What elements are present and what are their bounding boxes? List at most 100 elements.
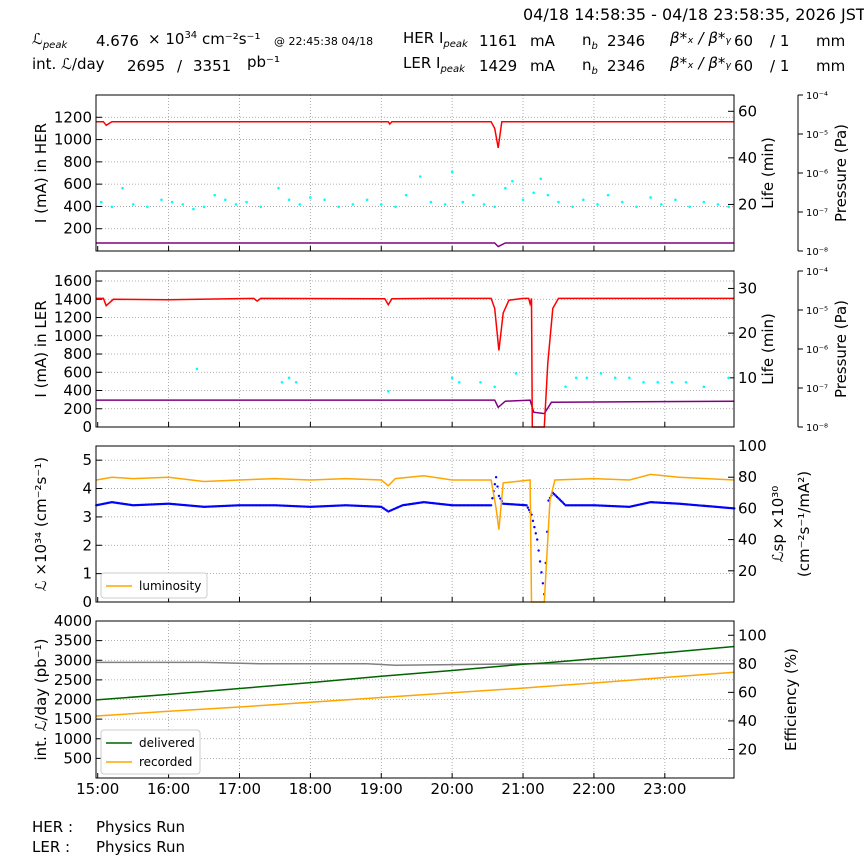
pressure-tick-label: 10⁻⁴ [806,267,828,278]
y-tick-label: 0 [82,593,92,611]
life-point [688,205,691,209]
y2-tick-label: 40 [738,149,757,167]
her-ipeak-value: 1161 [479,32,518,50]
x-tick-label: 23:00 [643,780,686,798]
lpeak-unit: × 1034 cm⁻²s⁻¹ [148,30,261,48]
her-nb-label: nb [582,31,598,52]
ler-ipeak-label: LER Ipeak [403,54,465,75]
life-point [192,207,195,211]
life-point [429,200,433,204]
specific-luminosity-point [531,519,535,523]
y-tick-label: 4000 [54,612,92,630]
specific-luminosity-point [493,483,497,486]
specific-luminosity-point [536,538,539,541]
y-tick-label: 1200 [54,309,92,327]
y-axis-label: I (mA) in LER [32,300,50,397]
ler-beta-y: / 1 [770,57,790,75]
x-tick-label: 17:00 [218,780,261,798]
her-ipeak-label: HER Ipeak [403,29,468,50]
y2-tick-label: 80 [738,468,757,486]
lpeak-value: 4.676 [96,32,139,50]
ler-beta-label: β*ₓ / β*ᵧ [670,54,731,72]
int-lum-label: int. ℒ/day [32,55,105,73]
life-point [557,200,560,204]
life-point [121,186,124,190]
plot-frame [95,620,735,779]
life-point [160,198,163,202]
life-point [287,376,291,380]
y-tick-label: 1200 [54,108,92,126]
y-tick-label: 1000 [54,131,92,149]
life-point [365,198,369,202]
life-point [195,367,199,371]
pressure-tick-label: 10⁻⁸ [806,423,828,434]
ler-status: Physics Run [96,838,186,856]
ler-ipeak-value: 1429 [479,57,518,75]
specific-luminosity-point [527,508,531,512]
specific-luminosity-point [540,571,543,574]
y2-axis-unit: (cm⁻²s⁻¹/mA²) [795,471,813,577]
life-point [443,203,447,206]
y2-tick-label: 20 [738,740,757,758]
y-tick-label: 1500 [54,710,92,728]
pressure-tick-label: 10⁻⁶ [806,169,828,180]
x-tick-label: 16:00 [147,780,190,798]
specific-luminosity-point [541,582,545,585]
life-point [642,381,645,384]
y-tick-label: 3000 [54,651,92,669]
life-point [635,205,638,209]
specific-luminosity-point [497,494,501,498]
int-lum-delivered: 3351 [193,57,232,75]
specific-luminosity-point [526,506,530,509]
life-point [596,203,599,206]
life-point [294,381,298,384]
y2-tick-label: 100 [738,626,767,644]
y2-tick-label: 60 [738,499,757,517]
lpeak-label: ℒpeak [32,30,68,51]
life-point [564,385,567,389]
life-point [224,198,227,202]
life-point [479,381,482,384]
specific-luminosity-point [534,532,537,535]
y2-tick-label: 60 [738,683,757,701]
life-point [170,200,174,204]
y2-tick-label: 80 [738,655,757,673]
specific-luminosity-point [491,497,494,500]
life-point [670,381,674,384]
life-point [656,381,660,384]
pressure-tick-label: 10⁻⁵ [806,306,828,317]
life-point [450,170,454,174]
life-point [613,376,617,380]
ler-nb-value: 2346 [607,57,646,75]
plot-frame [95,445,735,603]
y-tick-label: 600 [63,363,92,381]
life-point [546,193,550,197]
her-beta-label: β*ₓ / β*ᵧ [670,29,731,47]
legend-box [100,572,208,599]
life-point [461,200,465,204]
y2-tick-label: 60 [738,102,757,120]
plot-frame [95,270,735,428]
specific-luminosity-point [537,549,540,552]
specific-luminosity-point [496,485,499,488]
x-tick-label: 18:00 [289,780,332,798]
y-tick-label: 1000 [54,327,92,345]
y-tick-label: 1 [82,565,92,583]
life-point [702,200,706,204]
life-point [727,376,730,380]
life-point [418,175,422,178]
her-beta-unit: mm [816,32,846,50]
x-tick-label: 20:00 [431,780,474,798]
pressure-line [96,242,735,248]
her-ipeak-unit: mA [530,32,555,50]
life-point [581,198,585,202]
specific-luminosity-point [525,504,528,507]
ler-status-label: LER : [32,838,71,856]
life-point [298,203,302,206]
y-tick-label: 400 [63,197,92,215]
y2-axis-label: ℒsp ×10³⁰ [769,486,787,563]
specific-luminosity-point [494,476,498,479]
life-point [684,381,688,384]
